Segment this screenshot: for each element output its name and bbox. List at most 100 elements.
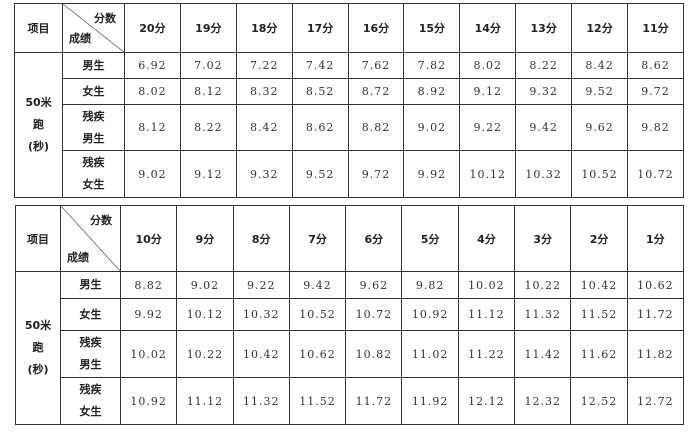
score-header: 5分 (401, 205, 459, 272)
value-cell: 8.12 (179, 78, 237, 105)
value-cell: 10.72 (345, 298, 403, 331)
project-line: 50米 (24, 319, 52, 332)
value-cell: 10.02 (119, 330, 178, 378)
project-line: (秒) (27, 363, 49, 376)
value-cell: 9.42 (515, 104, 573, 151)
group-label: 残疾 男生 (62, 104, 125, 151)
value-cell: 7.42 (291, 52, 349, 79)
group-label: 残疾 女生 (60, 377, 121, 425)
value-cell: 11.72 (626, 298, 685, 331)
value-cell: 7.22 (235, 52, 293, 79)
value-cell: 11.32 (232, 377, 290, 425)
value-cell: 9.02 (403, 104, 461, 151)
group-label-line: 男生 (82, 58, 105, 72)
value-cell: 11.82 (626, 330, 685, 378)
score-header: 14分 (459, 3, 517, 53)
score-table-low: 项目 分数 成绩 10分 9分 8分 7分 6分 5分 4分 3分 2分 1分 50米跑 (秒) 男生 8.82… (15, 205, 685, 425)
value-cell: 8.72 (347, 78, 405, 105)
score-header: 11分 (627, 3, 684, 53)
project-cell: 50米跑 (秒) (15, 271, 61, 425)
diagonal-header-cell: 分数 成绩 (62, 3, 125, 53)
value-cell: 8.42 (235, 104, 293, 151)
group-label-line: 女生 (82, 178, 105, 191)
project-line: 跑 (33, 118, 44, 131)
diag-score-label: 分数 (94, 12, 116, 25)
value-cell: 10.22 (514, 271, 572, 299)
group-label-line: 男生 (79, 358, 102, 371)
value-cell: 10.42 (570, 271, 628, 299)
group-label-line: 女生 (79, 405, 102, 418)
diag-result-label: 成绩 (67, 251, 89, 264)
value-cell: 10.12 (176, 298, 234, 331)
value-cell: 8.32 (235, 78, 293, 105)
value-cell: 11.62 (570, 330, 628, 378)
value-cell: 8.62 (291, 104, 349, 151)
value-cell: 10.12 (459, 150, 517, 198)
value-cell: 8.82 (347, 104, 405, 151)
value-cell: 10.62 (288, 330, 347, 378)
value-cell: 8.02 (124, 78, 181, 105)
score-header: 16分 (347, 3, 405, 53)
value-cell: 8.62 (627, 52, 684, 79)
table-row: 50米跑 (秒) 男生 8.82 9.02 9.22 9.42 9.62 9.82 10.02 10… (15, 271, 685, 425)
value-cell: 8.82 (119, 271, 178, 299)
value-cell: 11.22 (457, 330, 516, 378)
value-cell: 12.32 (514, 377, 572, 425)
value-cell: 11.52 (288, 377, 347, 425)
value-cell: 7.82 (403, 52, 461, 79)
value-cell: 10.32 (232, 298, 290, 331)
score-header: 7分 (288, 205, 347, 272)
group-label-line: 男生 (82, 131, 105, 145)
value-cell: 11.72 (345, 377, 403, 425)
value-cell: 8.22 (179, 104, 237, 151)
value-cell: 9.52 (571, 78, 629, 105)
value-cell: 6.92 (124, 52, 181, 79)
score-header: 20分 (124, 3, 181, 53)
group-label-line: 女生 (82, 84, 105, 98)
table-row: 残疾 男生 10.02 10.22 10.42 10.62 10.82 11.02 11.22 1… (16, 330, 685, 378)
group-label-line: 残疾 (82, 109, 105, 123)
score-header: 1分 (626, 205, 685, 272)
group-label-line: 女生 (79, 307, 102, 321)
value-cell: 8.12 (124, 104, 181, 151)
value-cell: 10.32 (515, 150, 573, 198)
value-cell: 9.62 (345, 271, 403, 299)
value-cell: 11.32 (514, 298, 572, 331)
table-row: 女生 8.02 8.12 8.32 8.52 8.72 8.92 9.12 9.32 9.52 9.… (15, 78, 684, 105)
value-cell: 9.02 (124, 150, 181, 198)
value-cell: 9.32 (515, 78, 573, 105)
group-label-line: 男生 (79, 278, 102, 291)
project-line: 50米 (25, 96, 52, 109)
value-cell: 8.92 (403, 78, 461, 105)
value-cell: 8.52 (291, 78, 349, 105)
score-header: 10分 (119, 205, 178, 272)
project-cell: 50米跑 (秒) (14, 52, 63, 198)
value-cell: 11.02 (401, 330, 459, 378)
score-header: 19分 (179, 3, 237, 53)
value-cell: 10.82 (345, 330, 403, 378)
value-cell: 9.22 (232, 271, 290, 299)
group-label: 男生 (60, 271, 121, 299)
table-row: 残疾 女生 10.92 11.12 11.32 11.52 11.72 11.92 12.12 1… (16, 377, 685, 425)
value-cell: 10.92 (119, 377, 178, 425)
group-label: 残疾 女生 (62, 150, 125, 198)
value-cell: 9.42 (288, 271, 347, 299)
value-cell: 10.52 (288, 298, 347, 331)
value-cell: 9.12 (459, 78, 517, 105)
value-cell: 12.52 (570, 377, 628, 425)
value-cell: 12.72 (626, 377, 685, 425)
value-cell: 9.72 (627, 78, 684, 105)
score-header: 9分 (176, 205, 234, 272)
project-line: 跑 (32, 341, 44, 354)
project-line: (秒) (27, 140, 50, 153)
score-header: 6分 (345, 205, 403, 272)
score-header: 3分 (514, 205, 572, 272)
score-header: 15分 (403, 3, 461, 53)
score-header: 12分 (571, 3, 629, 53)
group-label-line: 残疾 (82, 156, 105, 169)
value-cell: 9.82 (401, 271, 459, 299)
value-cell: 9.02 (176, 271, 234, 299)
value-cell: 12.12 (457, 377, 516, 425)
diag-score-label: 分数 (90, 214, 112, 227)
diag-result-label: 成绩 (69, 32, 91, 45)
